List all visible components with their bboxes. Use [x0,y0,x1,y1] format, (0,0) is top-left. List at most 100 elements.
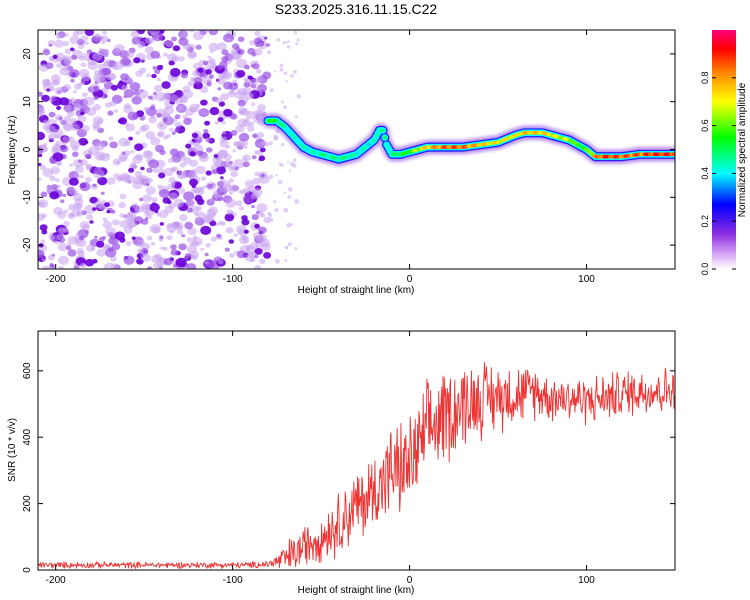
noise-speck [217,117,224,123]
noise-speck [217,87,222,91]
noise-speck [178,243,187,251]
noise-speck [185,143,192,149]
noise-speck [152,167,159,173]
colorbar-tick-label: 0.4 [700,167,710,180]
noise-speck [82,92,88,97]
noise-speck [154,69,161,75]
noise-speck [40,191,48,198]
noise-speck [108,73,117,80]
noise-region [38,30,302,269]
noise-speck [281,100,284,104]
noise-speck [62,122,74,132]
noise-speck [40,239,46,244]
noise-speck [168,94,179,103]
noise-speck [104,202,110,208]
noise-speck [230,170,239,178]
noise-speck [157,168,165,174]
noise-speck [100,191,105,195]
y-tick-label: 20 [22,48,33,60]
colorbar-tick-label: 0.0 [700,263,710,276]
noise-speck [139,126,147,133]
noise-speck [38,107,45,115]
noise-speck [62,40,69,47]
noise-speck [176,105,184,112]
noise-speck [187,170,198,180]
noise-speck [69,35,80,45]
noise-speck [141,202,151,211]
noise-speck [60,199,65,203]
noise-speck [47,254,55,261]
noise-speck [208,206,219,215]
noise-speck [102,217,108,222]
noise-speck [150,50,161,59]
noise-speck [243,82,251,88]
noise-speck [94,142,105,151]
x-tick-label: 100 [578,575,595,586]
noise-speck [148,215,153,219]
noise-speck [156,112,163,118]
noise-speck [142,115,147,119]
noise-speck [280,142,285,147]
noise-speck [169,148,179,156]
noise-speck [80,35,89,42]
noise-speck [145,131,156,140]
noise-speck [296,94,302,99]
noise-speck [63,84,72,91]
noise-speck [273,136,279,141]
x-tick-label: 0 [407,575,413,586]
noise-speck [159,235,164,240]
noise-speck [239,235,250,245]
noise-speck [157,132,163,137]
noise-speck [200,186,204,190]
noise-speck [216,233,222,238]
ridge-core-point [286,129,292,134]
noise-speck [103,262,115,269]
noise-speck [110,84,118,91]
noise-speck [276,37,281,42]
noise-speck [130,150,135,154]
noise-speck [264,141,270,147]
noise-speck [248,121,255,127]
noise-speck [206,82,212,87]
noise-speck [189,30,195,33]
noise-speck [76,30,85,35]
noise-speck [186,263,197,269]
noise-speck [113,61,124,70]
noise-speck [95,75,107,84]
noise-speck [189,178,198,187]
noise-speck [232,149,237,153]
noise-speck [194,216,201,222]
noise-speck [200,176,207,181]
noise-speck [150,137,161,146]
noise-speck [208,30,218,36]
noise-speck [69,69,80,78]
noise-speck [204,252,209,257]
noise-speck [251,204,255,209]
noise-speck [169,67,181,77]
noise-speck [105,153,110,157]
noise-speck [131,96,142,105]
noise-speck [57,242,68,252]
ridge-core-point [371,138,377,142]
noise-speck [224,213,235,222]
noise-speck [259,258,266,264]
noise-speck [57,162,62,167]
noise-speck [80,62,87,68]
colorbar-tick-label: 0.2 [700,215,710,228]
noise-speck [207,55,212,60]
noise-speck [242,161,250,168]
noise-speck [191,132,199,139]
noise-speck [161,81,171,89]
noise-speck [140,253,151,262]
noise-speck [292,69,297,74]
noise-speck [71,97,75,101]
colorbar-label: Normalized spectral amplitude [737,82,748,217]
noise-speck [221,120,226,125]
noise-speck [174,114,181,120]
noise-speck [247,75,253,80]
noise-speck [292,158,297,162]
noise-speck [254,254,259,259]
noise-speck [260,213,266,218]
noise-speck [81,125,90,133]
noise-speck [58,255,70,265]
